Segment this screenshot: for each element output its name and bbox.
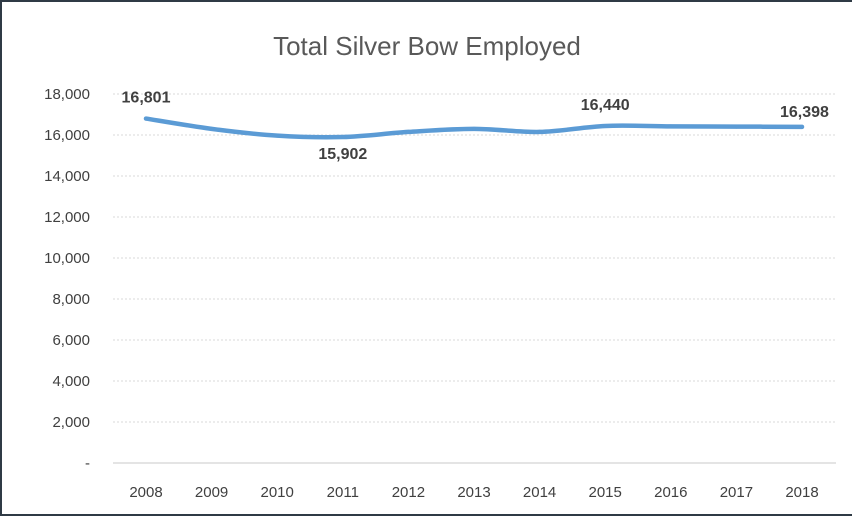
x-tick-label: 2015 [589, 484, 622, 501]
x-tick-label: 2017 [720, 484, 753, 501]
data-label: 16,801 [122, 90, 171, 107]
data-point [800, 124, 804, 129]
data-point [734, 124, 739, 129]
x-tick-label: 2012 [392, 484, 425, 501]
y-tick-label: 16,000 [44, 127, 90, 144]
y-tick-label: 8,000 [52, 291, 90, 308]
y-tick-label: 2,000 [52, 414, 90, 431]
x-tick-label: 2018 [785, 484, 818, 501]
data-point [472, 126, 476, 131]
x-tick-label: 2010 [261, 484, 294, 501]
y-tick-label: 12,000 [44, 209, 90, 226]
data-point [340, 135, 345, 140]
x-tick-label: 2013 [457, 484, 490, 501]
y-tick-label: 6,000 [52, 332, 90, 349]
x-tick-label: 2011 [327, 484, 359, 501]
data-point [603, 123, 608, 128]
x-tick-label: 2014 [523, 484, 556, 501]
data-label: 15,902 [318, 146, 367, 163]
data-point [406, 129, 411, 134]
data-point [537, 129, 542, 134]
data-point [144, 116, 148, 121]
y-tick-label: 4,000 [52, 373, 90, 390]
chart-title: Total Silver Bow Employed [273, 31, 581, 61]
y-tick-label: - [85, 455, 90, 472]
data-label: 16,398 [780, 104, 829, 121]
y-tick-label: 18,000 [44, 86, 90, 103]
y-tick-label: 10,000 [44, 250, 90, 267]
y-tick-label: 14,000 [44, 168, 90, 185]
data-point [275, 133, 280, 138]
data-point [209, 126, 214, 131]
data-label: 16,440 [581, 97, 630, 114]
x-tick-label: 2009 [195, 484, 228, 501]
data-point [668, 124, 673, 129]
x-tick-label: 2016 [654, 484, 687, 501]
x-tick-label: 2008 [129, 484, 162, 501]
